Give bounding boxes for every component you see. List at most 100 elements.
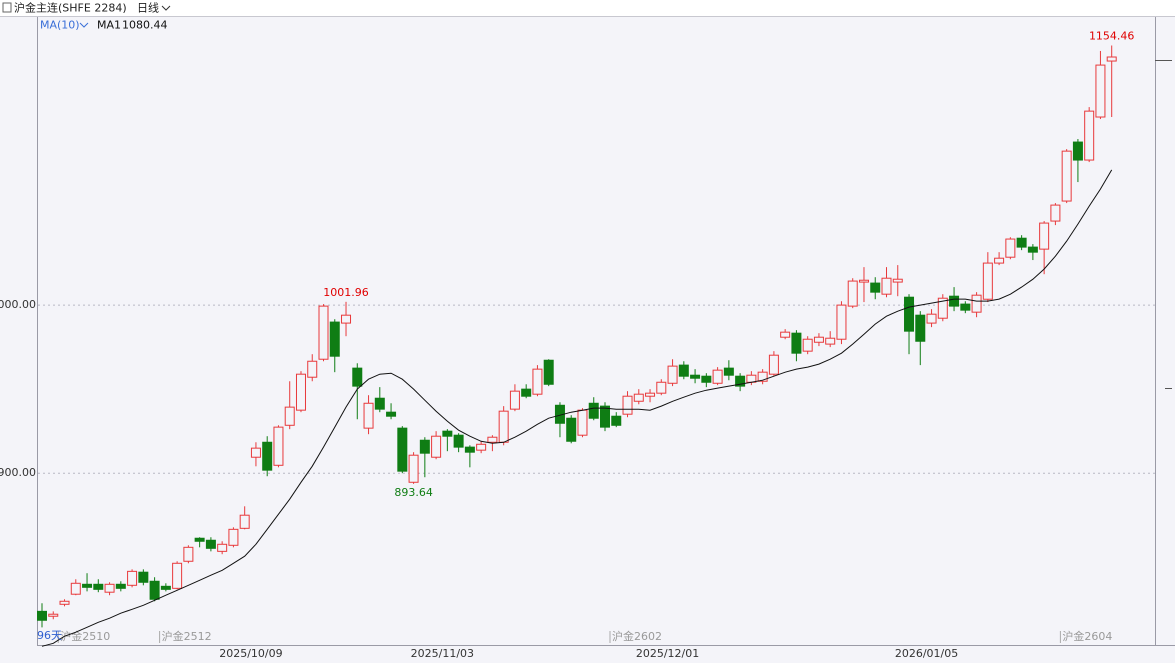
candle-body bbox=[971, 294, 982, 313]
contract-label: 沪金2602 bbox=[612, 629, 662, 643]
candle-body bbox=[307, 360, 318, 378]
candle-body bbox=[476, 443, 487, 451]
candle-body bbox=[712, 369, 723, 384]
candle-body bbox=[329, 321, 340, 357]
period-dropdown[interactable] bbox=[161, 5, 171, 11]
candle-body bbox=[532, 368, 543, 395]
candle-body bbox=[93, 583, 104, 590]
ma-line bbox=[41, 169, 1113, 647]
candle-body bbox=[239, 514, 250, 529]
day-count: 96天 bbox=[37, 629, 62, 642]
candle-body bbox=[352, 367, 363, 387]
candle-body bbox=[645, 392, 656, 397]
candle-body bbox=[160, 585, 171, 590]
contract-label: 沪金2512 bbox=[162, 629, 212, 643]
candle-body bbox=[217, 543, 228, 552]
candle-body bbox=[318, 305, 329, 360]
candle-body bbox=[1016, 237, 1027, 248]
ma-legend-value: 1080.44 bbox=[122, 19, 168, 32]
candle-body bbox=[262, 441, 273, 471]
candle-body bbox=[926, 313, 937, 324]
candle-body bbox=[149, 580, 160, 600]
x-tick-label: 2025/11/03 bbox=[411, 647, 474, 660]
candle-body bbox=[48, 613, 59, 617]
candle-body bbox=[250, 447, 261, 458]
candle-body bbox=[757, 371, 768, 382]
candle-body bbox=[1005, 238, 1016, 258]
candle-body bbox=[813, 336, 824, 343]
candle-body bbox=[949, 295, 960, 307]
price-annotation: 893.64 bbox=[394, 486, 433, 499]
candle-body bbox=[588, 402, 599, 419]
candle-body bbox=[847, 280, 858, 307]
candle-body bbox=[735, 375, 746, 387]
period-label[interactable]: 日线 bbox=[137, 1, 159, 15]
candle-body bbox=[138, 571, 149, 583]
candle-body bbox=[363, 402, 374, 429]
candle-body bbox=[37, 610, 47, 621]
candle-body bbox=[937, 297, 948, 319]
candle-body bbox=[295, 373, 306, 411]
x-tick-label: 2025/12/01 bbox=[636, 647, 699, 660]
x-tick-label: 2026/01/05 bbox=[895, 647, 958, 660]
candle-body bbox=[1050, 204, 1061, 222]
plot-area: 900.00 1000.00 2025/10/09 2025/11/03 2025/12… bbox=[0, 29, 1155, 660]
candle-body bbox=[656, 381, 667, 394]
candle-body bbox=[408, 454, 419, 483]
candle-body bbox=[487, 436, 498, 443]
indicator-dropdown[interactable] bbox=[79, 22, 89, 28]
candle-body bbox=[374, 397, 385, 410]
candle-body bbox=[768, 354, 779, 375]
candle-body bbox=[611, 415, 622, 426]
candle-body bbox=[982, 262, 993, 300]
candle-body bbox=[498, 410, 509, 443]
candle-body bbox=[183, 546, 194, 562]
candle-body bbox=[600, 405, 610, 428]
candle-body bbox=[82, 583, 93, 588]
candle-body bbox=[464, 446, 475, 453]
candle-body bbox=[172, 562, 183, 589]
candle-body bbox=[1072, 141, 1083, 161]
candle-body bbox=[1106, 56, 1117, 62]
candle-body bbox=[915, 314, 926, 342]
candle-body bbox=[994, 257, 1005, 264]
candle-body bbox=[228, 528, 239, 546]
candle-body bbox=[858, 279, 869, 283]
candle-body bbox=[521, 388, 532, 397]
candle-body bbox=[892, 278, 903, 283]
candle-body bbox=[802, 338, 813, 352]
candle-body bbox=[1061, 150, 1072, 202]
candle-body bbox=[904, 296, 915, 332]
indicator-label[interactable]: MA(10) bbox=[40, 19, 80, 32]
candle-body bbox=[678, 364, 689, 377]
candle-body bbox=[723, 367, 734, 376]
candle-body bbox=[453, 434, 464, 448]
price-annotation: 1154.46 bbox=[1089, 29, 1135, 42]
candle-body bbox=[881, 277, 892, 295]
contract-label: 沪金2510 bbox=[60, 629, 110, 643]
candle-body bbox=[442, 430, 453, 437]
candle-body bbox=[341, 314, 352, 324]
candle-body bbox=[701, 375, 712, 383]
candle-body bbox=[194, 537, 205, 542]
candle-body bbox=[746, 374, 757, 383]
candle-body bbox=[431, 435, 442, 458]
menu-icon[interactable] bbox=[2, 2, 12, 13]
candle-body bbox=[386, 411, 397, 417]
y-tick-label: 900.00 bbox=[0, 466, 36, 479]
header-bar bbox=[0, 0, 1175, 16]
candle-body bbox=[667, 365, 678, 384]
candle-body bbox=[70, 582, 81, 595]
candle-body bbox=[566, 417, 577, 442]
candle-body bbox=[59, 600, 70, 605]
chart-title: 沪金主连(SHFE 2284) bbox=[14, 1, 127, 15]
candle-body bbox=[127, 570, 138, 586]
candle-body bbox=[1027, 246, 1038, 253]
candle-body bbox=[543, 359, 554, 385]
candle-body bbox=[1095, 64, 1106, 118]
candle-body bbox=[622, 395, 633, 415]
candle-body bbox=[780, 331, 791, 338]
